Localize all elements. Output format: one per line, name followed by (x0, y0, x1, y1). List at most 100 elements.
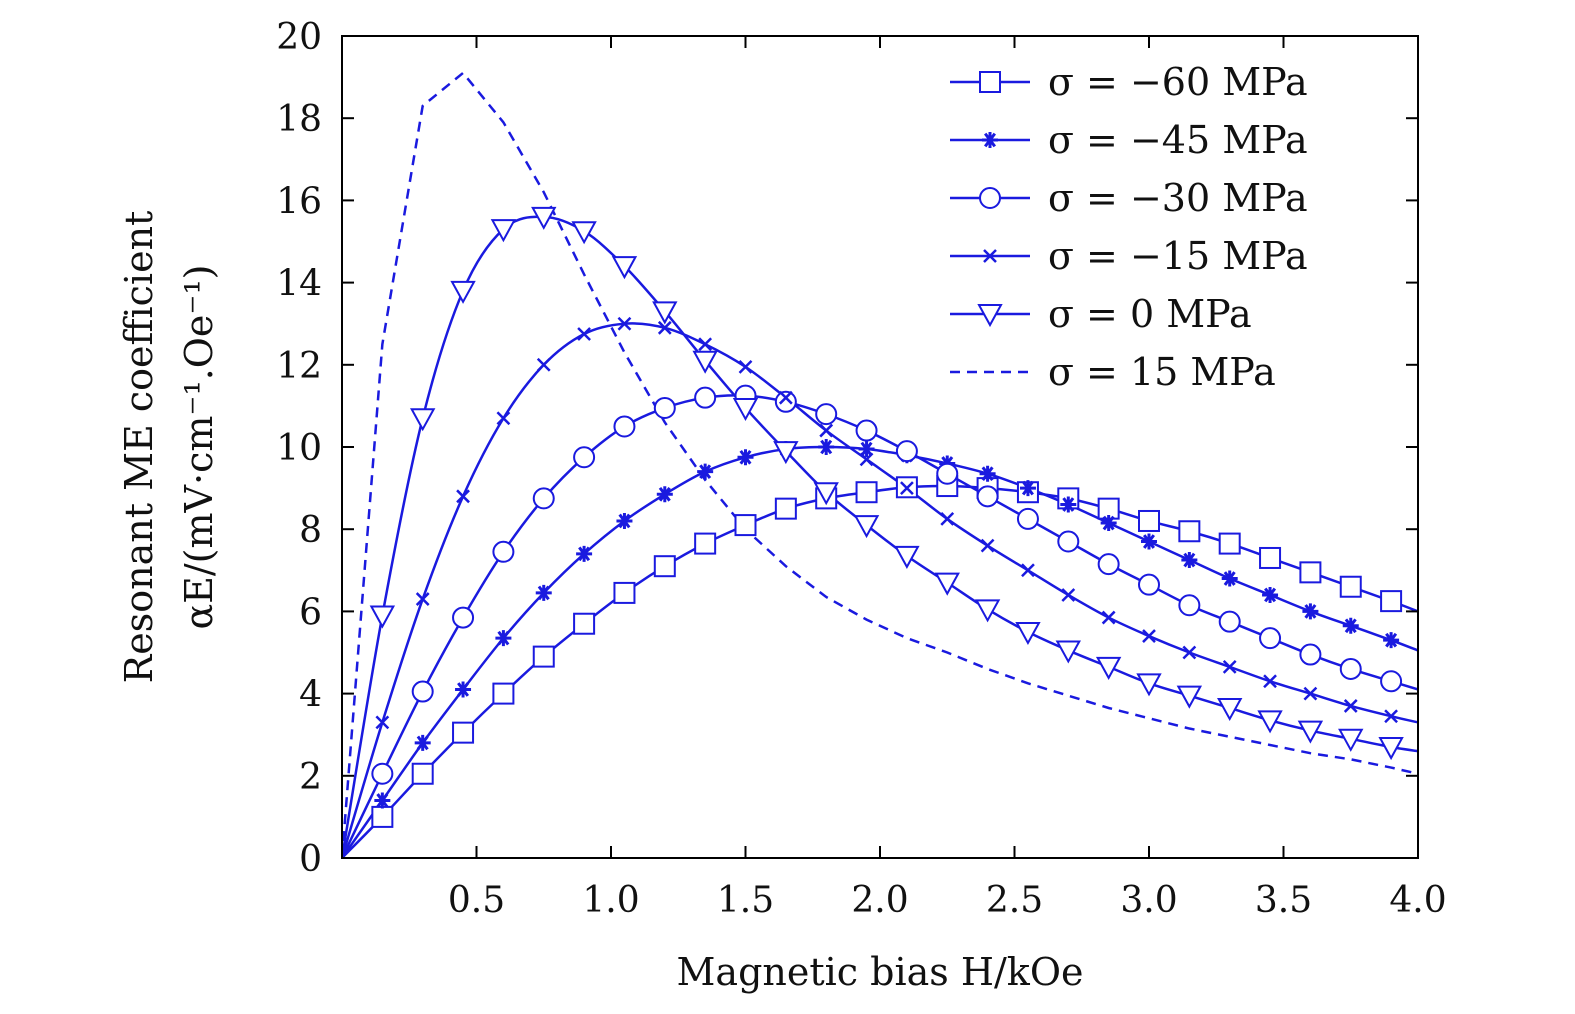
data-point-square (855, 481, 878, 504)
data-point-circle (1097, 553, 1120, 576)
data-point-x (738, 359, 753, 374)
data-point-x (617, 316, 632, 331)
data-point-circle (1218, 610, 1241, 633)
data-point-circle (1380, 670, 1403, 693)
data-point-square (1138, 509, 1160, 532)
data-point-triangle-down (1378, 737, 1404, 761)
y-tick-label: 6 (299, 592, 322, 633)
data-point-x (1384, 709, 1398, 724)
legend-label-2: σ = −30 MPa (1048, 176, 1308, 220)
data-point-x (456, 489, 470, 504)
data-point-x (819, 423, 834, 438)
x-tick-label: 3.0 (1120, 880, 1177, 921)
data-point-star (818, 439, 835, 455)
data-point-triangle-down (531, 206, 557, 230)
data-point-triangle-down (571, 221, 597, 245)
legend-label-4: σ = 0 MPa (1048, 292, 1252, 336)
data-point-triangle-down (1136, 673, 1162, 697)
data-point-x (859, 452, 874, 467)
data-point-x (375, 715, 390, 730)
data-point-x (698, 337, 713, 352)
series-line-5 (342, 71, 1418, 858)
data-point-x (980, 538, 995, 553)
data-point-star (1181, 552, 1198, 569)
x-tick-label: 1.0 (582, 880, 639, 921)
data-point-star (1019, 480, 1036, 497)
data-point-x (415, 592, 430, 606)
data-point-x (778, 390, 793, 405)
data-point-square (1339, 575, 1362, 598)
legend-label-3: σ = −15 MPa (1048, 234, 1308, 278)
data-point-triangle-down (1176, 685, 1203, 709)
data-point-circle (1339, 657, 1362, 680)
legend-marker-circle (979, 187, 1001, 209)
data-point-triangle-down (773, 441, 799, 465)
data-point-star (1100, 515, 1117, 532)
data-point-x (1061, 588, 1076, 602)
data-point-square (411, 762, 434, 785)
legend: σ = −60 MPa σ = −45 MPa σ = −30 MPa σ = −15… (950, 60, 1308, 394)
y-axis-label-line2: αE/(mV·cm⁻¹.Oe⁻¹) (177, 264, 221, 629)
data-point-triangle-down (450, 280, 476, 304)
data-point-circle (1057, 530, 1080, 553)
data-point-star (1383, 632, 1400, 649)
x-tick-label: 2.5 (986, 880, 1043, 921)
data-point-square (1380, 590, 1403, 613)
data-point-circle (976, 485, 999, 508)
x-tick-label: 2.0 (851, 880, 908, 921)
data-point-x (900, 481, 914, 495)
data-point-x (1182, 645, 1197, 660)
data-point-circle (694, 386, 717, 409)
data-point-x (536, 357, 551, 372)
data-point-triangle-down (732, 397, 759, 422)
legend-marker-square (979, 71, 1001, 93)
data-point-x (657, 320, 672, 335)
legend-label-1: σ = −45 MPa (1048, 118, 1308, 162)
data-point-square (734, 514, 757, 537)
series-line-0 (342, 484, 1418, 858)
data-point-circle (371, 762, 394, 785)
data-point-square (371, 805, 394, 828)
data-point-circle (411, 680, 434, 703)
y-tick-label: 0 (299, 839, 322, 880)
data-point-triangle-down (934, 572, 960, 596)
data-point-star (656, 486, 673, 503)
x-tick-label: 0.5 (448, 880, 505, 921)
tick-layer (342, 35, 1419, 859)
data-point-star (1221, 570, 1238, 587)
data-point-x (1263, 674, 1277, 689)
data-point-circle (1016, 507, 1039, 530)
data-point-triangle-down (894, 545, 920, 569)
data-point-star (455, 681, 472, 698)
data-point-square (774, 497, 797, 520)
data-point-star (495, 630, 512, 647)
data-point-triangle-down (692, 350, 718, 374)
data-point-x (1021, 563, 1035, 578)
data-point-star (1342, 617, 1359, 634)
data-point-x (1343, 699, 1358, 713)
data-point-square (1218, 532, 1241, 555)
series-line-1 (342, 445, 1418, 858)
data-point-x (577, 327, 591, 341)
data-point-triangle-down (410, 408, 436, 432)
data-point-square (1259, 546, 1282, 569)
legend-label-5: σ = 15 MPa (1048, 350, 1276, 394)
data-point-star (1141, 533, 1157, 550)
data-point-triangle-down (490, 219, 517, 243)
y-tick-label: 20 (276, 17, 322, 58)
data-point-circle (895, 440, 918, 463)
data-point-circle (492, 540, 515, 563)
data-point-circle (573, 446, 596, 469)
x-tick-label: 4.0 (1389, 880, 1446, 921)
legend-marker-x (983, 249, 997, 263)
x-tick-label: 1.5 (717, 880, 774, 921)
data-point-star (535, 584, 552, 601)
data-point-circle (815, 403, 838, 426)
data-point-triangle-down (974, 599, 1001, 623)
data-point-circle (613, 415, 636, 438)
data-point-circle (1178, 594, 1201, 617)
data-point-square (1178, 520, 1201, 543)
data-point-triangle-down (813, 482, 839, 506)
data-point-circle (855, 419, 878, 442)
